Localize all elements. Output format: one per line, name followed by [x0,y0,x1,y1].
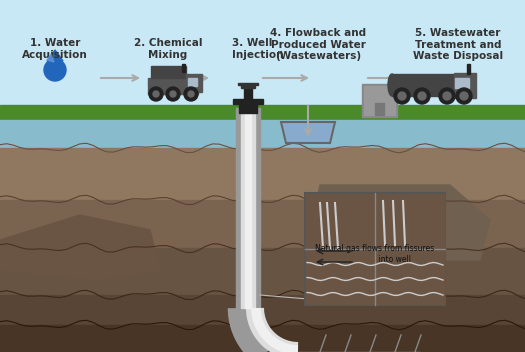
Circle shape [456,88,472,104]
Polygon shape [283,123,333,142]
Bar [151,66,186,78]
Bar [454,73,476,98]
Bar [0,105,525,120]
Polygon shape [47,54,54,62]
Text: 3. Well
Injection: 3. Well Injection [232,38,284,59]
Text: Natural gas flows from fissures
                 into well: Natural gas flows from fissures into wel… [316,244,435,264]
Circle shape [44,59,66,81]
Bar [236,108,260,308]
Bar [241,108,255,308]
Bar [306,250,374,304]
Bar [305,193,445,305]
Polygon shape [47,50,63,61]
Circle shape [166,87,180,101]
Bar [0,148,525,200]
Bar [182,64,185,72]
Ellipse shape [388,74,396,96]
Circle shape [418,92,426,100]
Circle shape [460,92,468,100]
Bar [376,194,444,248]
Circle shape [398,92,406,100]
Circle shape [443,92,451,100]
Bar [0,325,525,352]
Circle shape [149,87,163,101]
Circle shape [439,88,455,104]
Circle shape [394,88,410,104]
Bar [148,78,198,94]
Text: 1. Water
Acquisition: 1. Water Acquisition [22,38,88,59]
Text: 4. Flowback and
Produced Water
(Wastewaters): 4. Flowback and Produced Water (Wastewat… [270,28,366,61]
Bar [245,108,251,308]
Bar [238,83,258,85]
Bar [362,84,397,117]
Bar [375,103,384,115]
Bar [0,0,525,105]
Bar [306,194,374,248]
Bar [0,248,525,295]
Polygon shape [0,215,160,280]
Bar [186,74,202,92]
Circle shape [414,88,430,104]
Bar [376,250,444,304]
Bar [364,86,395,115]
Text: 5. Wastewater
Treatment and
Waste Disposal: 5. Wastewater Treatment and Waste Dispos… [413,28,503,61]
Bar [0,295,525,325]
Circle shape [188,91,194,97]
Bar [467,64,470,74]
Bar [233,99,263,104]
Bar [239,103,257,113]
Circle shape [184,87,198,101]
Circle shape [153,91,159,97]
Bar [244,87,252,99]
Circle shape [170,91,176,97]
Bar [188,78,197,86]
Polygon shape [310,185,490,260]
Bar [455,78,469,88]
Bar [0,120,525,148]
Bar [0,200,525,248]
Ellipse shape [456,74,464,96]
Bar [241,84,255,88]
Text: 2. Chemical
Mixing: 2. Chemical Mixing [134,38,202,59]
Bar [392,74,460,96]
